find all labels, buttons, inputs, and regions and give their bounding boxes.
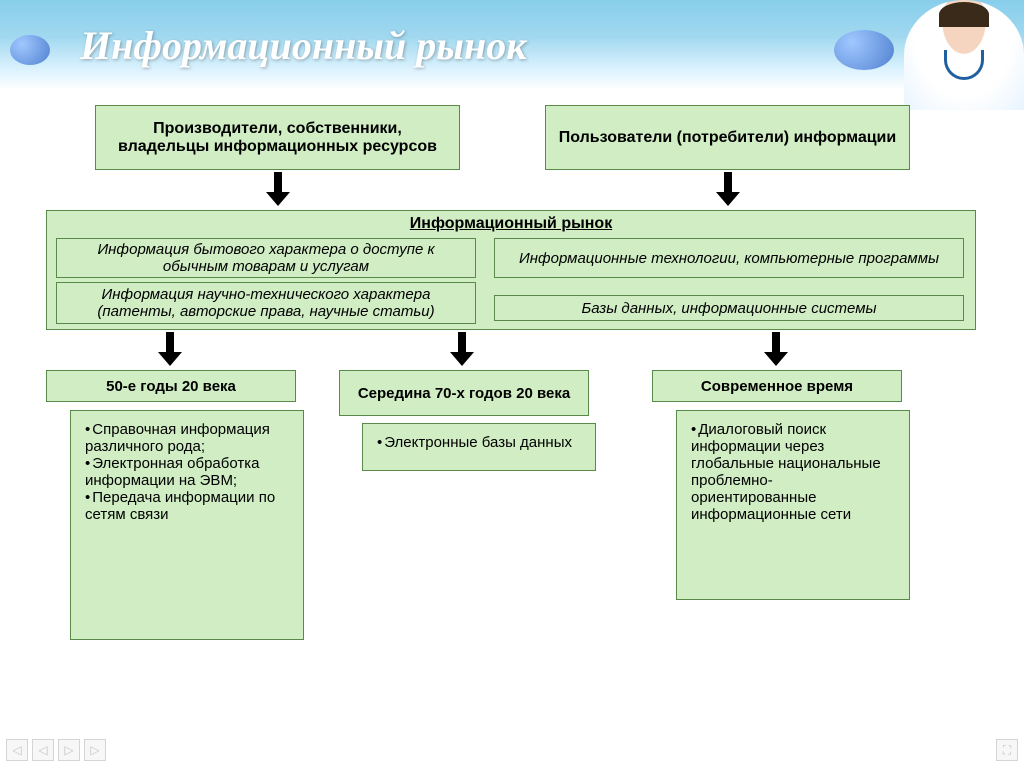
decoration-orb [10,35,50,65]
nav-controls: ◁ ◁ ▷ ▷ [6,739,106,761]
arrow-a4 [450,332,474,366]
arrow-a2 [716,172,740,206]
arrow-a1 [266,172,290,206]
diagram-canvas: Производители, собственники, владельцы и… [0,90,1024,767]
top-box-producers: Производители, собственники, владельцы и… [95,105,460,170]
decoration-orb [834,30,894,70]
market-cell-c4: Базы данных, информационные системы [494,295,964,321]
market-cell-c1: Информация бытового характера о доступе … [56,238,476,278]
market-title: Информационный рынок [47,215,975,233]
period-head-p2: Середина 70-х годов 20 века [339,370,589,416]
arrow-a3 [158,332,182,366]
period-head-p1: 50-е годы 20 века [46,370,296,402]
period-item: Диалоговый поиск информации через глобал… [691,421,895,523]
expand-button[interactable]: ⛶ [996,739,1018,761]
period-item: Справочная информация различного рода; [85,421,289,455]
period-head-p3: Современное время [652,370,902,402]
slide-header: Информационный рынок [0,0,1024,90]
period-body-p3: Диалоговый поиск информации через глобал… [676,410,910,600]
period-item: Электронные базы данных [377,434,581,451]
period-item: Электронная обработка информации на ЭВМ; [85,455,289,489]
period-item: Передача информации по сетям связи [85,489,289,523]
nav-first-button[interactable]: ◁ [6,739,28,761]
market-cell-c3: Информация научно-технического характера… [56,282,476,324]
slide-title: Информационный рынок [80,22,527,69]
arrow-a5 [764,332,788,366]
top-box-users: Пользователи (потребители) информации [545,105,910,170]
market-cell-c2: Информационные технологии, компьютерные … [494,238,964,278]
period-body-p2: Электронные базы данных [362,423,596,471]
period-body-p1: Справочная информация различного рода;Эл… [70,410,304,640]
nav-next-button[interactable]: ▷ [58,739,80,761]
nav-last-button[interactable]: ▷ [84,739,106,761]
nav-prev-button[interactable]: ◁ [32,739,54,761]
